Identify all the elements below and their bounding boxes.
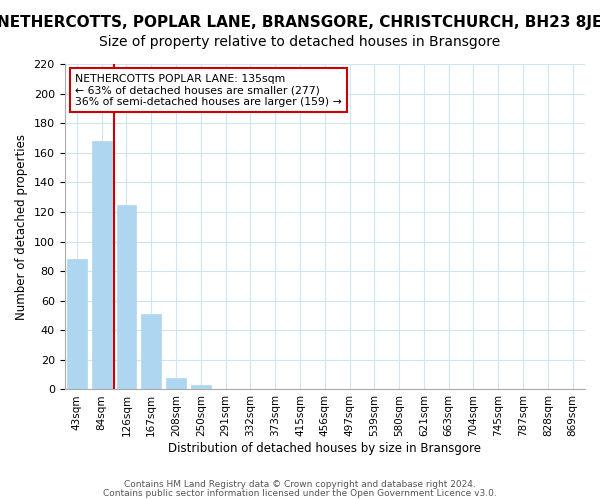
Text: NETHERCOTTS POPLAR LANE: 135sqm
← 63% of detached houses are smaller (277)
36% o: NETHERCOTTS POPLAR LANE: 135sqm ← 63% of… [75,74,341,107]
Text: Contains HM Land Registry data © Crown copyright and database right 2024.: Contains HM Land Registry data © Crown c… [124,480,476,489]
Text: NETHERCOTTS, POPLAR LANE, BRANSGORE, CHRISTCHURCH, BH23 8JE: NETHERCOTTS, POPLAR LANE, BRANSGORE, CHR… [0,15,600,30]
Y-axis label: Number of detached properties: Number of detached properties [15,134,28,320]
Bar [166,378,186,390]
Text: Contains public sector information licensed under the Open Government Licence v3: Contains public sector information licen… [103,488,497,498]
Bar [67,260,87,390]
Text: Size of property relative to detached houses in Bransgore: Size of property relative to detached ho… [100,35,500,49]
Bar [92,141,112,390]
X-axis label: Distribution of detached houses by size in Bransgore: Distribution of detached houses by size … [168,442,481,455]
Bar [191,385,211,390]
Bar [142,314,161,390]
Bar [116,204,136,390]
